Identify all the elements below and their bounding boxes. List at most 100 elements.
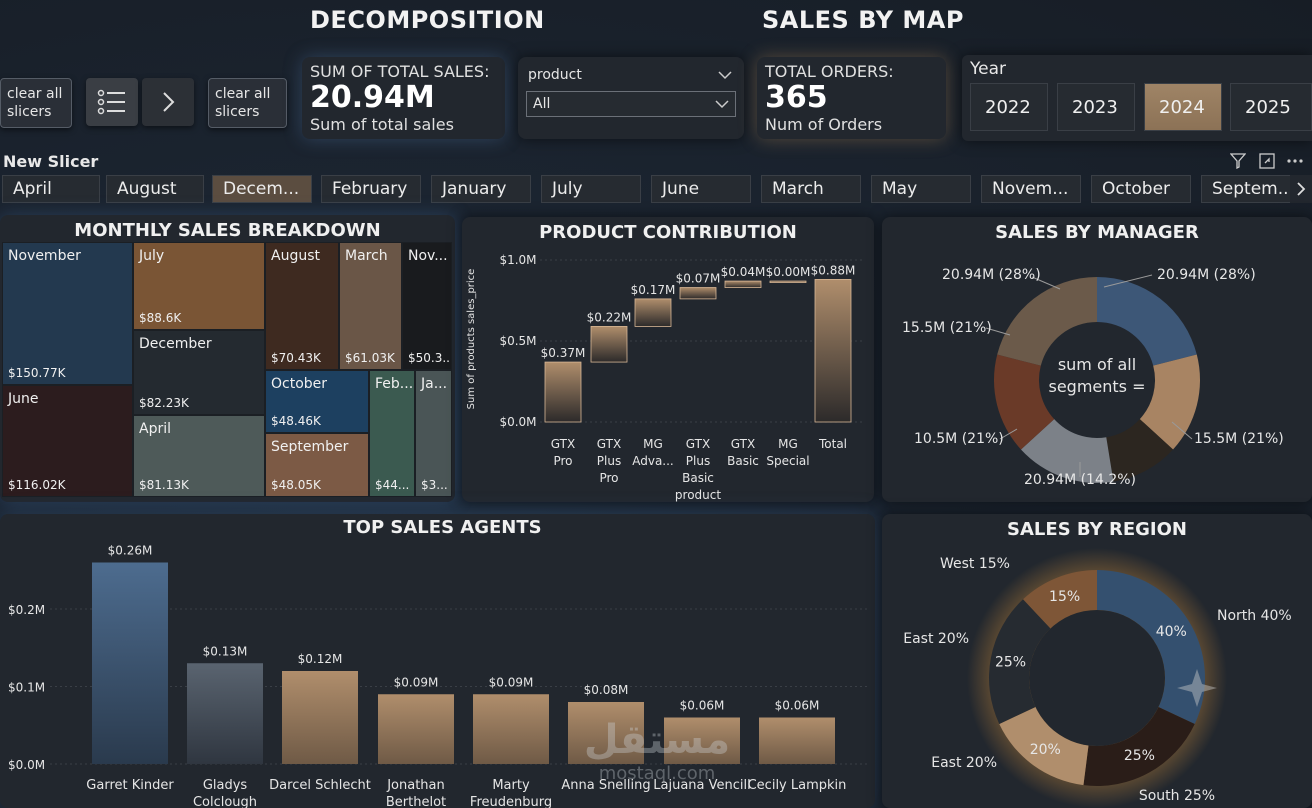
treemap-cell[interactable]: August $70.43K	[265, 242, 339, 370]
bar-value-label: $0.88M	[811, 263, 856, 277]
month-button[interactable]: Septem...	[1201, 175, 1305, 203]
more-options-icon[interactable]	[1286, 153, 1304, 169]
kpi-orders-title: TOTAL ORDERS:	[765, 62, 894, 81]
year-2023-button[interactable]: 2023	[1057, 83, 1135, 131]
treemap-cell-label: Feb...	[375, 376, 414, 392]
treemap-cell[interactable]: October $48.46K	[265, 370, 369, 433]
agent-bar[interactable]	[568, 702, 644, 764]
slice-label: 20.94M (28%)	[942, 267, 1041, 283]
filter-list-button[interactable]	[86, 78, 138, 126]
treemap-cell-label: Ja...	[421, 376, 448, 392]
slice-label: 10.5M (21%)	[914, 431, 1004, 447]
agent-bar[interactable]	[92, 562, 168, 765]
leader-line	[999, 428, 1018, 440]
agent-bar[interactable]	[187, 663, 263, 764]
clear-all-slicers-button-2[interactable]: clear all slicers	[208, 78, 287, 128]
y-tick-label: $0.2M	[8, 603, 45, 617]
x-tick-label: Darcel Schlecht	[269, 778, 371, 793]
waterfall-bar[interactable]	[814, 279, 852, 423]
year-2025-button[interactable]: 2025	[1230, 83, 1312, 131]
donut-slice[interactable]	[1023, 570, 1097, 629]
agent-bar[interactable]	[378, 694, 454, 764]
clear-all-slicers-button[interactable]: clear all slicers	[0, 78, 72, 128]
product-filter-card: product All	[518, 57, 744, 139]
treemap-cell[interactable]: July $88.6K	[133, 242, 265, 330]
treemap-cell[interactable]: November $150.77K	[2, 242, 133, 385]
kpi-sales-value: 20.94M	[310, 80, 435, 115]
sales-by-map-header: SALES BY MAP	[762, 6, 964, 34]
treemap-cell[interactable]: September $48.05K	[265, 433, 369, 497]
month-button[interactable]: January	[431, 175, 531, 203]
donut-slice[interactable]	[1097, 570, 1205, 724]
donut-slice[interactable]	[1020, 419, 1114, 483]
treemap-cell-value: $48.46K	[271, 414, 321, 428]
month-button[interactable]: March	[761, 175, 861, 203]
x-tick-label: Berthelot	[386, 795, 446, 808]
waterfall-bar[interactable]	[724, 280, 762, 288]
donut-slice[interactable]	[989, 599, 1051, 724]
waterfall-bar[interactable]	[544, 361, 582, 423]
agent-bar[interactable]	[664, 717, 740, 765]
x-tick-label: MG	[778, 437, 798, 451]
year-2024-button[interactable]: 2024	[1144, 83, 1222, 131]
month-button[interactable]: April	[2, 175, 100, 203]
treemap-cell[interactable]: December $82.23K	[133, 330, 265, 415]
donut-slice[interactable]	[1139, 354, 1200, 450]
donut-slice[interactable]	[1106, 419, 1174, 482]
donut-slice[interactable]	[1083, 706, 1195, 786]
x-tick-label: MG	[643, 437, 663, 451]
donut-slice[interactable]	[1097, 277, 1197, 366]
product-filter-header[interactable]: product	[522, 63, 738, 87]
donut-slice[interactable]	[999, 706, 1089, 786]
month-button[interactable]: October	[1091, 175, 1191, 203]
bar-value-label: $0.37M	[541, 346, 586, 360]
treemap-cell[interactable]: Nov... $50.3...	[402, 242, 452, 370]
agent-bar[interactable]	[282, 671, 358, 764]
x-tick-label: Basic	[727, 454, 759, 468]
month-button[interactable]: May	[871, 175, 971, 203]
treemap-cell[interactable]: Ja... $3...	[415, 370, 452, 497]
month-button[interactable]: June	[651, 175, 751, 203]
waterfall-title: PRODUCT CONTRIBUTION	[539, 222, 797, 243]
slice-inner-label: 25%	[1124, 748, 1155, 764]
treemap-cell[interactable]: Feb... $44...	[369, 370, 415, 497]
month-button[interactable]: Decem...	[212, 175, 312, 203]
treemap-cell[interactable]: June $116.02K	[2, 385, 133, 497]
treemap-cell[interactable]: March $61.03K	[339, 242, 402, 370]
month-button[interactable]: Novem...	[981, 175, 1081, 203]
treemap-cell-label: April	[139, 421, 171, 437]
waterfall-bar[interactable]	[590, 326, 628, 363]
waterfall-bar[interactable]	[634, 298, 672, 327]
year-2022-button[interactable]: 2022	[970, 83, 1048, 131]
bar-value-label: $0.07M	[676, 272, 721, 286]
region-label: East 20%	[931, 755, 997, 771]
x-tick-label: Pro	[553, 454, 572, 468]
x-tick-label: Jonathan	[386, 778, 445, 793]
region-label: South 25%	[1139, 788, 1215, 804]
x-tick-label: Gladys	[203, 778, 248, 793]
treemap-cell-label: July	[139, 248, 165, 264]
waterfall-bar[interactable]	[679, 287, 717, 300]
agent-bar[interactable]	[759, 717, 835, 765]
donut-slice[interactable]	[994, 354, 1055, 450]
manager-title: SALES BY MANAGER	[995, 222, 1199, 243]
treemap-cell[interactable]: April $81.13K	[133, 415, 265, 497]
month-button[interactable]: July	[541, 175, 641, 203]
x-tick-label: Marty	[492, 778, 530, 793]
x-tick-label: Anna Snelling	[561, 778, 650, 793]
month-button[interactable]: February	[321, 175, 421, 203]
month-scroll-right-button[interactable]	[1290, 175, 1312, 203]
donut-slice[interactable]	[997, 277, 1097, 366]
x-tick-label: Colclough	[193, 795, 257, 808]
treemap-cell-value: $3...	[421, 478, 448, 492]
next-page-button[interactable]	[142, 78, 194, 126]
focus-mode-icon[interactable]	[1259, 153, 1275, 169]
month-button[interactable]: August	[106, 175, 204, 203]
slice-inner-label: 25%	[995, 655, 1026, 671]
bar-value-label: $0.08M	[584, 683, 629, 697]
filter-icon[interactable]	[1230, 153, 1246, 169]
bar-value-label: $0.06M	[680, 699, 725, 713]
waterfall-bar[interactable]	[769, 280, 807, 283]
agent-bar[interactable]	[473, 694, 549, 764]
product-select[interactable]: All	[526, 91, 736, 117]
